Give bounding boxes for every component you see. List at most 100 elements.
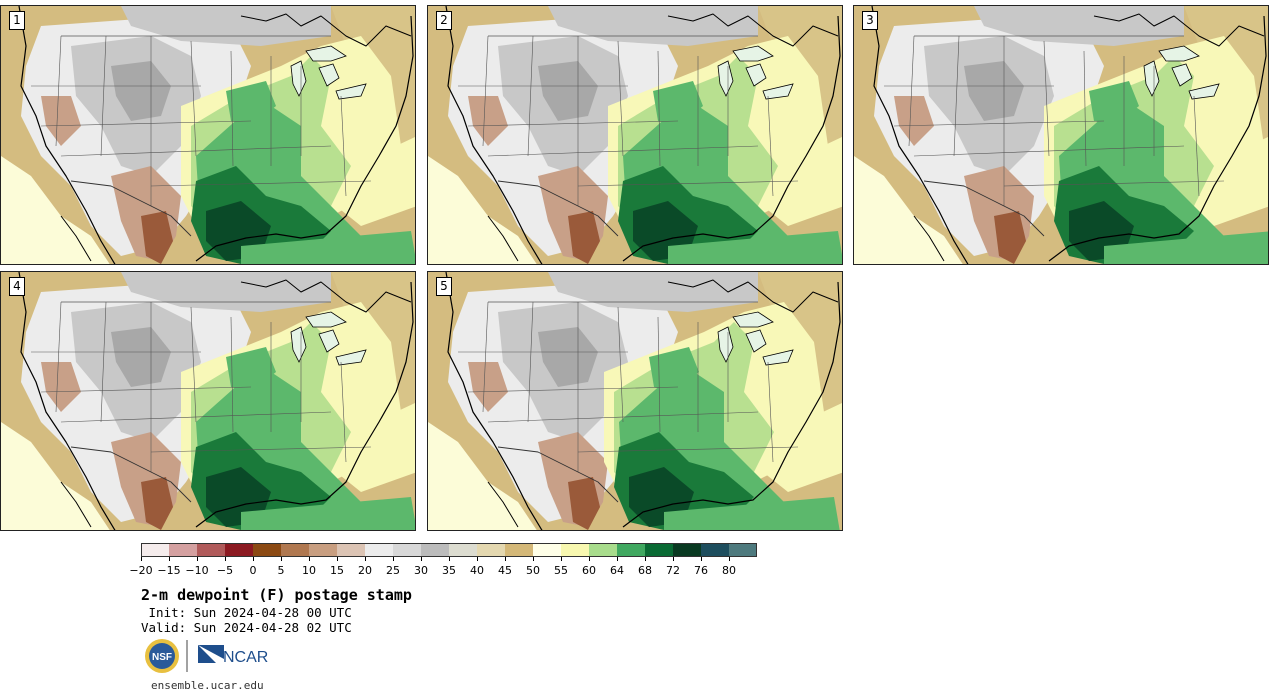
high-terrain [538,61,598,121]
state-border [40,120,252,127]
state-border [527,35,534,157]
ncar-logo: NCAR [198,645,268,666]
panel: 1 [0,5,416,265]
colorbar-tick-label: 5 [277,564,285,577]
colorbar-tick-label: 72 [666,564,680,577]
pacific-ocean [428,156,537,264]
great-lake [717,326,734,363]
colorbar-swatch [589,543,617,557]
very-dry-region [568,477,600,530]
member-number-label: 2 [436,11,452,30]
colorbar-swatch [225,543,253,557]
baja-coastline [487,215,519,262]
colorbar-tick-label: 0 [249,564,257,577]
pacific-ocean [1,156,110,264]
high-terrain [111,61,171,121]
member-number-label: 4 [9,277,25,296]
state-border [1003,180,1225,187]
very-humid-region [1089,81,1139,126]
international-border [923,180,1045,237]
colorbar-tick-label: 35 [442,564,456,577]
great-basin-dry [41,362,81,412]
colorbar-tick-label: 50 [526,564,540,577]
northern-coastline [240,13,412,47]
state-border [913,145,1185,157]
international-border [497,180,619,237]
state-border [150,446,372,453]
west-coastline [871,6,969,264]
colorbar-tick-label: 15 [330,564,344,577]
state-border [467,386,679,393]
colorbar-swatch [169,543,197,557]
state-border [617,306,624,423]
east-coastline [195,15,414,262]
state-border [1043,40,1050,157]
baja-coastline [487,481,519,528]
dewpoint-map [1,6,415,264]
state-border [230,50,234,167]
state-border [908,35,915,147]
colorbar-tick-label: 55 [554,564,568,577]
state-border [150,180,372,187]
great-lake [305,45,347,62]
east-coastline [195,281,414,528]
colorbar-tick-label: 10 [302,564,316,577]
great-lake [290,326,307,363]
great-basin-dry [41,96,81,146]
northern-coastline [667,13,839,47]
west-coastline [18,6,116,264]
colorbar-swatch [645,543,673,557]
east-coastline [622,281,841,528]
colorbar-swatch [393,543,421,557]
state-border [40,386,252,393]
colorbar-tick-label: −5 [216,564,234,577]
colorbar-swatch [141,543,169,557]
nsf-logo: NSF [145,639,179,673]
high-terrain [538,327,598,387]
very-dry-region [994,211,1026,264]
very-humid-region [653,81,703,126]
state-border [893,120,1105,127]
international-border [497,446,619,503]
colorbar-tick-label: 64 [610,564,624,577]
state-border [60,145,332,157]
state-border [617,40,624,157]
state-border [482,301,489,413]
state-border [767,361,774,463]
colorbar-swatch [337,543,365,557]
panel: 4 [0,271,416,531]
state-border [230,316,234,433]
great-basin-dry [468,362,508,412]
state-border [55,35,62,147]
northern-coastline [667,279,839,313]
state-border [340,361,347,463]
colorbar-swatch [253,543,281,557]
northern-coastline [240,279,412,313]
baja-coastline [913,215,945,262]
colorbar-tick-label: 60 [582,564,596,577]
great-lake [318,63,340,87]
great-lake [732,311,774,328]
great-lake [1158,45,1200,62]
colorbar-swatch [197,543,225,557]
dewpoint-map [428,272,842,530]
high-terrain [111,327,171,387]
site-url: ensemble.ucar.edu [151,679,264,692]
state-border [190,306,197,423]
state-border [577,180,799,187]
baja-coastline [60,215,92,262]
great-lake [717,60,734,97]
colorbar-swatch [729,543,757,557]
state-border [340,95,347,197]
great-lake [1188,83,1220,100]
state-border [100,35,107,157]
gulf-of-mexico [664,497,840,530]
plot-title: 2-m dewpoint (F) postage stamp [141,586,412,604]
great-lake [335,349,367,366]
logos: NSF NCAR [145,639,268,673]
west-coastline [445,272,543,530]
very-humid-region [649,347,699,392]
great-lake [762,349,794,366]
colorbar-tick-label: −15 [157,564,181,577]
baja-coastline [60,481,92,528]
